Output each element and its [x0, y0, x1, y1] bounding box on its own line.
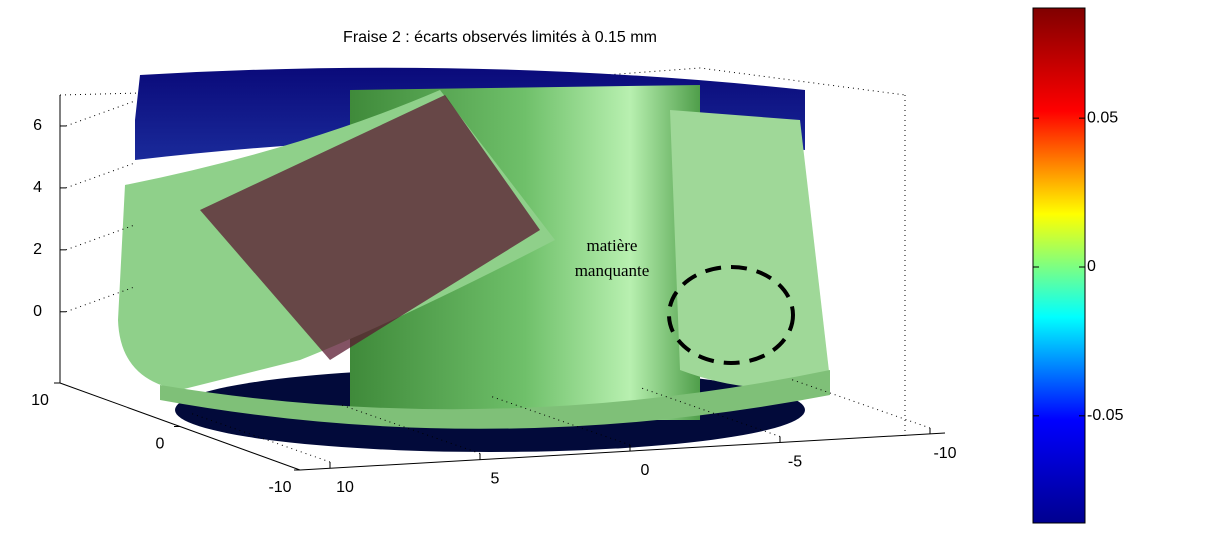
- z-tick-label: 0: [33, 303, 42, 320]
- y-tick-label: 0: [156, 436, 165, 453]
- z-grid: [65, 100, 136, 127]
- chart-title: Fraise 2 : écarts observés limités à 0.1…: [343, 29, 657, 46]
- z-tick-label: 6: [33, 117, 42, 134]
- colorbar-tick-label: 0: [1087, 258, 1096, 275]
- x-tick-label: 10: [336, 479, 354, 496]
- x-tick-label: 5: [491, 471, 500, 488]
- y-tick-label: -10: [268, 479, 291, 496]
- z-tick-label: 4: [33, 179, 42, 196]
- x-tick-label: 0: [641, 462, 650, 479]
- z-grid: [65, 162, 136, 189]
- x-tick-label: -5: [788, 454, 802, 471]
- x-axis: [299, 432, 946, 471]
- tooth-stripes: [200, 95, 540, 360]
- annotation: matière manquante: [574, 236, 650, 280]
- surface-illustration: [59, 67, 906, 452]
- tooth: [670, 110, 830, 388]
- y-tick-label: 10: [31, 392, 49, 409]
- rim: [160, 370, 830, 429]
- colorbar: [1032, 7, 1086, 524]
- colorbar-tick-label: 0.05: [1087, 109, 1118, 126]
- colorbar-tick-label: -0.05: [1087, 407, 1124, 424]
- z-tick-label: 2: [33, 241, 42, 258]
- x-tick-label: -10: [933, 445, 956, 462]
- annotation-circle: [667, 265, 795, 365]
